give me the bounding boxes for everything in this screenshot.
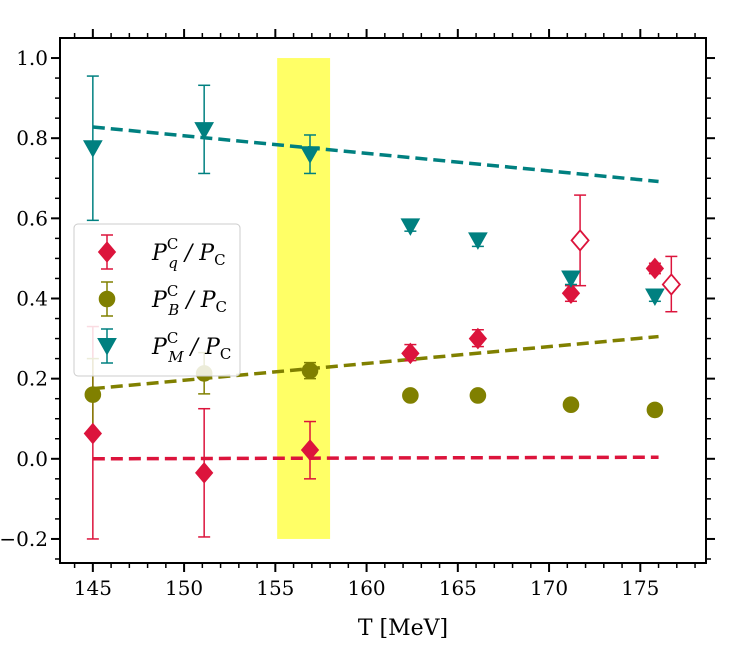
y-tick-label: 1.0 — [16, 46, 48, 70]
x-tick-label: 170 — [530, 576, 568, 600]
data-point-q — [83, 422, 103, 445]
highlight-band-layer — [277, 58, 331, 539]
data-point-q — [195, 462, 214, 484]
legend-label-M: PC M / PC — [151, 329, 231, 366]
data-point-B — [301, 362, 319, 379]
y-tick-label: −0.2 — [0, 527, 48, 551]
data-point-q — [561, 282, 581, 305]
data-point-M — [645, 288, 665, 307]
x-tick-label: 165 — [439, 576, 477, 600]
data-point-q — [468, 327, 488, 350]
data-point-q — [300, 439, 320, 461]
legend-marker-q — [97, 241, 117, 263]
y-tick-label: 0.6 — [16, 206, 48, 230]
data-point-q — [401, 342, 420, 365]
x-tick-label: 160 — [347, 576, 385, 600]
fit-line-q — [92, 455, 659, 461]
legend-entry-B: PC B / PC — [98, 281, 227, 319]
data-point-M — [82, 140, 103, 158]
x-tick-label: 175 — [621, 576, 659, 600]
data-point-M — [194, 122, 215, 140]
tick-labels-layer: 145 150 155 160 165 170 175 −0.2 0.0 0.2 0.4 0.6 0.8… — [0, 46, 659, 600]
fit-lines-layer — [92, 125, 659, 461]
x-axis-label: T [MeV] — [358, 616, 448, 641]
legend-marker-B — [98, 290, 116, 308]
fit-line-B — [92, 334, 659, 391]
y-tick-label: 0.8 — [16, 126, 48, 150]
data-point-B — [646, 401, 664, 419]
open-data-point-q — [570, 228, 590, 252]
plot-frame — [59, 37, 707, 564]
data-point-q — [645, 257, 665, 280]
x-tick-label: 155 — [256, 576, 294, 600]
data-point-B — [84, 386, 102, 403]
y-tick-label: 0.0 — [16, 447, 48, 471]
legend-label-q: PC q / PC — [151, 235, 226, 272]
data-point-M — [400, 218, 421, 236]
x-tick-label: 145 — [74, 576, 112, 600]
legend-entry-M: PC M / PC — [97, 328, 231, 366]
markers-layer — [82, 122, 682, 484]
ticks-layer — [51, 29, 715, 572]
x-tick-label: 150 — [165, 576, 203, 600]
data-point-M — [561, 270, 581, 288]
legend-entry-q: PC q / PC — [97, 234, 226, 272]
legend-label-B: PC B / PC — [151, 282, 227, 319]
data-point-M — [468, 232, 488, 250]
data-point-M — [300, 146, 320, 164]
legend: PC q / PC PC B / PC PC M / PC — [73, 223, 241, 377]
highlight-band — [277, 58, 331, 539]
data-point-B — [469, 387, 487, 404]
y-tick-label: 0.4 — [16, 286, 48, 310]
data-point-B — [562, 396, 580, 413]
fit-line-M — [92, 125, 659, 184]
legend-marker-M — [97, 338, 117, 356]
open-data-point-q — [661, 273, 682, 296]
data-point-B — [402, 387, 419, 404]
y-tick-label: 0.2 — [16, 367, 48, 391]
